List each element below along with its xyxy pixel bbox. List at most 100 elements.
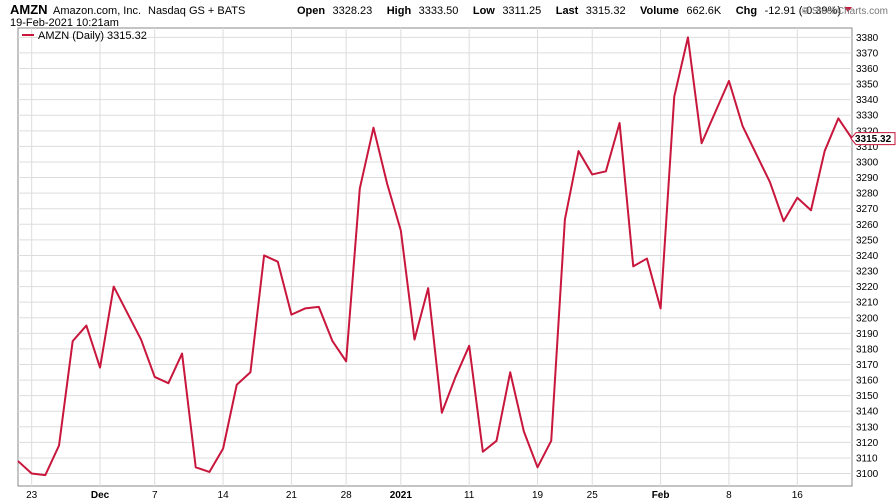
price-point xyxy=(810,209,812,211)
y-tick-label: 3200 xyxy=(856,313,879,324)
y-tick-label: 3230 xyxy=(856,267,879,278)
price-point xyxy=(701,142,703,144)
x-tick-label: 28 xyxy=(341,490,353,501)
y-tick-label: 3280 xyxy=(856,189,879,200)
price-point xyxy=(304,307,306,309)
x-tick-label: 19 xyxy=(532,490,544,501)
price-point xyxy=(181,353,183,355)
price-point xyxy=(578,150,580,152)
price-point xyxy=(619,122,621,124)
price-point xyxy=(769,181,771,183)
y-tick-label: 3110 xyxy=(856,453,878,464)
price-point xyxy=(660,307,662,309)
price-point xyxy=(783,220,785,222)
y-tick-label: 3290 xyxy=(856,173,879,184)
y-tick-label: 3210 xyxy=(856,298,879,309)
x-tick-label: 21 xyxy=(286,490,298,501)
y-tick-label: 3150 xyxy=(856,391,879,402)
price-point xyxy=(496,440,498,442)
y-tick-label: 3330 xyxy=(856,111,879,122)
price-point xyxy=(714,111,716,113)
x-tick-label: 8 xyxy=(726,490,732,501)
y-tick-label: 3360 xyxy=(856,64,879,75)
quote-summary: Open 3328.23 High 3333.50 Low 3311.25 La… xyxy=(297,1,841,18)
price-point xyxy=(673,96,675,98)
chg-value: -12.91 (-0.39%) xyxy=(765,5,841,17)
price-point xyxy=(222,448,224,450)
y-tick-label: 3320 xyxy=(856,126,879,137)
price-series-line xyxy=(17,36,853,477)
price-point xyxy=(17,460,19,462)
price-point xyxy=(290,314,292,316)
price-point xyxy=(564,219,566,221)
price-point xyxy=(140,339,142,341)
plot-frame xyxy=(17,27,853,487)
y-tick-label: 3190 xyxy=(856,329,879,340)
price-point xyxy=(359,187,361,189)
y-tick-label: 3160 xyxy=(856,376,879,387)
y-tick-label: 3140 xyxy=(856,407,879,418)
change-down-arrow-icon xyxy=(844,7,852,12)
price-point xyxy=(591,173,593,175)
y-tick-label: 3380 xyxy=(856,33,879,44)
x-tick-label: Dec xyxy=(91,490,110,501)
x-tick-label: Feb xyxy=(652,490,670,501)
y-tick-label: 3130 xyxy=(856,422,879,433)
price-point xyxy=(728,80,730,82)
y-tick-label: 3270 xyxy=(856,204,879,215)
x-tick-label: 16 xyxy=(792,490,804,501)
x-tick-label: 25 xyxy=(587,490,599,501)
price-point xyxy=(331,340,333,342)
chart-header-row: AMZN Amazon.com, Inc. Nasdaq GS + BATS xyxy=(10,1,245,18)
y-tick-label: 3100 xyxy=(856,469,879,480)
y-tick-label: 3260 xyxy=(856,220,879,231)
y-axis: 3100 3110 3120 3130 3140 3150 3160 3170 3180 3190… xyxy=(856,33,879,480)
price-point xyxy=(441,412,443,414)
price-point xyxy=(427,287,429,289)
price-point xyxy=(755,153,757,155)
high-label: High xyxy=(387,5,412,17)
price-point xyxy=(236,384,238,386)
price-point xyxy=(742,125,744,127)
x-tick-label: 23 xyxy=(26,490,38,501)
price-point xyxy=(126,312,128,314)
chg-label: Chg xyxy=(736,5,757,17)
price-point xyxy=(154,376,156,378)
exchange-name: Nasdaq GS + BATS xyxy=(148,5,245,17)
price-point xyxy=(345,360,347,362)
price-point xyxy=(400,230,402,232)
x-tick-label: 7 xyxy=(152,490,158,501)
price-point xyxy=(687,36,689,38)
y-tick-label: 3180 xyxy=(856,344,879,355)
price-point xyxy=(167,382,169,384)
price-point xyxy=(208,471,210,473)
y-tick-label: 3240 xyxy=(856,251,879,262)
price-point xyxy=(263,254,265,256)
last-price-label: 3315.32 xyxy=(855,134,892,145)
price-point xyxy=(824,150,826,152)
price-point xyxy=(605,170,607,172)
price-point xyxy=(58,444,60,446)
y-tick-label: 3120 xyxy=(856,438,879,449)
last-label: Last xyxy=(556,5,579,17)
price-point xyxy=(537,466,539,468)
price-point xyxy=(550,440,552,442)
price-point xyxy=(44,474,46,476)
price-point xyxy=(372,127,374,129)
quote-datetime: 19-Feb-2021 10:21am xyxy=(10,17,119,29)
price-point xyxy=(468,345,470,347)
y-tick-label: 3350 xyxy=(856,80,879,91)
price-point xyxy=(632,265,634,267)
legend-label: AMZN (Daily) 3315.32 xyxy=(38,30,147,42)
last-value: 3315.32 xyxy=(586,5,626,17)
price-point xyxy=(413,339,415,341)
y-tick-label: 3300 xyxy=(856,157,879,168)
open-value: 3328.23 xyxy=(333,5,373,17)
price-point xyxy=(31,473,33,475)
y-tick-label: 3220 xyxy=(856,282,879,293)
x-tick-label: 14 xyxy=(218,490,230,501)
price-point xyxy=(646,258,648,260)
x-tick-label: 2021 xyxy=(390,490,413,501)
high-value: 3333.50 xyxy=(419,5,459,17)
